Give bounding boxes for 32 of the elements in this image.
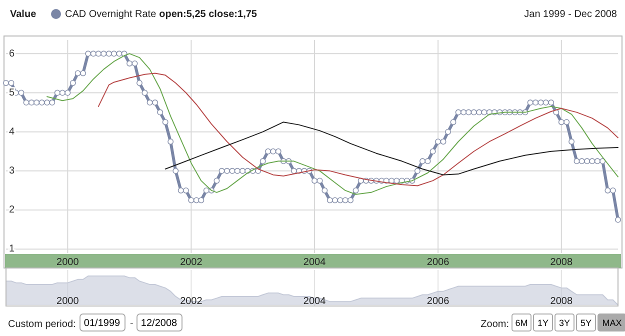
text: 3Y	[558, 318, 570, 328]
text: 6M	[515, 318, 528, 328]
x-tick-label: 2006	[426, 257, 450, 268]
x-tick-label: 2008	[550, 257, 573, 268]
x-tick-label: 2008	[550, 296, 573, 307]
legend-label: CAD Overnight Rate	[65, 9, 156, 20]
y-tick-label: 1	[9, 244, 15, 255]
text: 01/1999	[84, 318, 121, 329]
text: Zoom:	[480, 319, 509, 330]
y-tick-label: 6	[9, 48, 15, 60]
x-tick-label: 2006	[426, 296, 450, 307]
text: 1Y	[537, 318, 549, 328]
x-tick-label: 2000	[56, 296, 80, 307]
text: 12/2008	[140, 318, 178, 329]
y-tick-label: 5	[9, 87, 15, 98]
y-tick-label: 2	[9, 204, 15, 216]
text: open:5,25 close:1,75	[159, 9, 258, 20]
y-tick-label: 3	[9, 166, 15, 177]
chart-subtitle: Jan 1999 - Dec 2008	[524, 9, 618, 20]
text: Custom period:	[8, 319, 76, 330]
x-tick-label: 2000	[56, 257, 80, 268]
text: -	[130, 318, 134, 329]
x-tick-label: 2002	[180, 296, 203, 307]
line-series	[164, 122, 618, 176]
x-tick-label: 2002	[180, 257, 203, 268]
y-tick-label: 4	[9, 126, 15, 138]
x-tick-label: 2004	[303, 296, 326, 307]
text: 5Y	[580, 318, 592, 328]
legend-title: Value	[10, 9, 37, 20]
text: MAX	[602, 318, 622, 328]
line-series	[98, 72, 618, 186]
x-tick-label: 2004	[303, 257, 326, 268]
